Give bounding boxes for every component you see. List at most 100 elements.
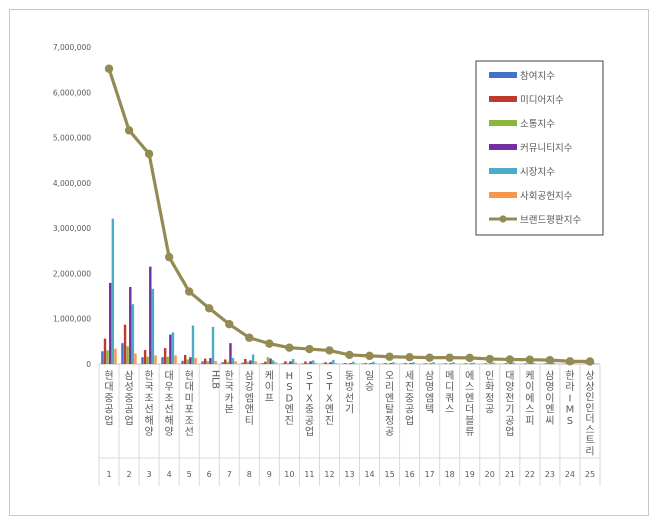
bar [592,363,595,364]
line-point [225,319,234,329]
legend-label: 브랜드평판지수 [520,215,581,226]
line-point [124,126,134,135]
bar [321,363,325,364]
bar [101,351,104,364]
bar [532,362,535,364]
x-rank-label: 14 [364,470,374,479]
bar [432,362,435,364]
legend-swatch [489,144,517,150]
bar [266,357,270,364]
bar [226,361,230,364]
line-point [425,353,434,362]
bar [429,363,433,364]
bar [324,362,327,364]
bar [181,360,184,364]
bar [151,288,155,364]
bar [231,358,235,364]
line-point [104,64,114,73]
line-point [485,354,494,364]
bar [469,363,473,364]
x-rank-label: 5 [187,470,192,479]
bar [209,358,212,364]
bar [251,354,255,364]
legend-swatch [489,120,517,126]
x-rank-label: 25 [585,470,595,479]
x-rank-label: 11 [304,470,314,479]
legend-swatch [489,192,517,198]
bar [123,324,127,364]
y-tick-label: 1,000,000 [53,315,91,324]
bar [129,287,132,364]
bar [484,363,487,364]
line-point [585,357,595,366]
line-point [525,355,535,364]
bar [229,343,232,364]
bar [372,361,375,364]
bar [572,363,575,364]
x-rank-label: 10 [284,470,294,479]
bar [171,332,175,364]
legend-label: 미디어지수 [520,95,564,106]
legend-label: 커뮤니티지수 [520,143,573,154]
bar [264,361,267,364]
bar [134,353,137,364]
line-point [205,304,214,313]
bar [291,359,295,364]
bar [449,363,453,364]
bar [394,363,398,364]
x-rank-label: 17 [425,470,435,479]
bar [189,357,192,364]
bar [143,349,147,364]
bar [452,362,455,364]
legend-swatch [489,168,517,174]
line-point [405,353,414,362]
bar [221,362,224,364]
bar [552,362,555,364]
bar [424,363,427,364]
bar [524,363,528,364]
x-rank-label: 21 [505,470,515,479]
line-point [565,357,575,366]
bar [141,357,144,364]
x-category-label: HLB [210,370,221,389]
bar [364,363,367,364]
bar [444,363,447,364]
bar [352,361,355,364]
line-point [245,333,254,342]
bar [349,363,352,364]
line-point [385,352,394,361]
bar [284,361,287,364]
x-rank-label: 22 [525,470,535,479]
bar [169,334,172,364]
bar [161,357,164,364]
line-point [305,344,314,354]
legend-label: 참여지수 [520,70,555,82]
bar [249,360,252,364]
bar [103,338,107,364]
bar [261,363,264,364]
x-rank-label: 12 [324,470,334,479]
bar [254,361,257,364]
x-rank-label: 19 [465,470,475,479]
bar [114,348,117,364]
bar [529,363,533,364]
bar [306,362,310,364]
